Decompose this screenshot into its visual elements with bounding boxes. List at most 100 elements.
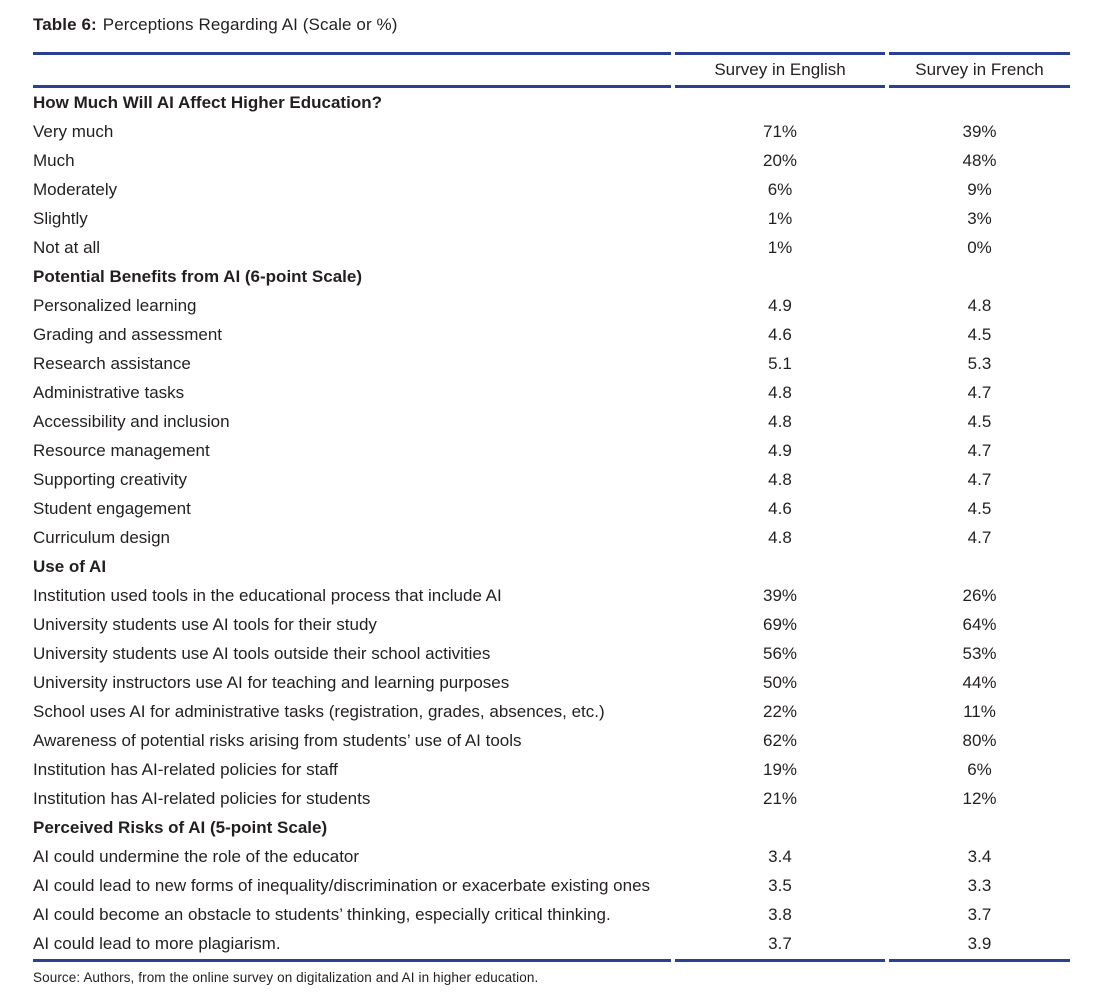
value-french: 3.4: [967, 847, 992, 866]
table-row: Awareness of potential risks arising fro…: [33, 726, 1070, 755]
value-english: 4.8: [768, 470, 792, 489]
value-english: 4.8: [768, 412, 792, 431]
table-row: Not at all 1% 0%: [33, 233, 1070, 262]
table-row: Student engagement 4.6 4.5: [33, 494, 1070, 523]
column-header-english: Survey in English: [675, 52, 885, 88]
value-english: 4.8: [768, 383, 792, 402]
value-english: 20%: [762, 151, 798, 170]
table-row: University students use AI tools for the…: [33, 610, 1070, 639]
value-english: 71%: [762, 122, 798, 141]
section-header: Use of AI: [33, 557, 107, 576]
section-header: Perceived Risks of AI (5-point Scale): [33, 818, 328, 837]
value-french: 4.8: [967, 296, 992, 315]
row-label: Not at all: [33, 238, 101, 257]
table-row: Administrative tasks 4.8 4.7: [33, 378, 1070, 407]
value-english: 1%: [767, 209, 793, 228]
section-header: Potential Benefits from AI (6-point Scal…: [33, 267, 363, 286]
row-label: AI could lead to new forms of inequality…: [33, 876, 651, 895]
value-french: 39%: [962, 122, 997, 141]
value-english: 39%: [762, 586, 798, 605]
row-label: Personalized learning: [33, 296, 197, 315]
value-french: 5.3: [967, 354, 992, 373]
value-french: 4.7: [967, 470, 992, 489]
value-french: 3.9: [889, 929, 1070, 962]
row-label: Grading and assessment: [33, 325, 222, 344]
row-label: Very much: [33, 122, 114, 141]
row-label: Accessibility and inclusion: [33, 412, 230, 431]
value-english: 56%: [762, 644, 798, 663]
value-french: 4.7: [967, 441, 992, 460]
value-french: 53%: [962, 644, 997, 663]
value-english: 4.6: [768, 499, 792, 518]
table-row: Slightly 1% 3%: [33, 204, 1070, 233]
value-french: 0%: [967, 238, 992, 257]
table-row: Research assistance 5.1 5.3: [33, 349, 1070, 378]
row-label: AI could become an obstacle to students’…: [33, 905, 611, 924]
perceptions-table: Survey in English Survey in French How M…: [29, 52, 1074, 962]
row-label: Supporting creativity: [33, 470, 188, 489]
table-row: Accessibility and inclusion 4.8 4.5: [33, 407, 1070, 436]
table-title: Table 6: Perceptions Regarding AI (Scale …: [33, 14, 1070, 36]
value-english: 21%: [762, 789, 798, 808]
value-english: 1%: [767, 238, 793, 257]
row-label: Much: [33, 151, 75, 170]
row-label: University students use AI tools for the…: [33, 615, 377, 634]
value-french: 44%: [962, 673, 997, 692]
value-french: 4.7: [967, 383, 992, 402]
value-french: 3.3: [967, 876, 992, 895]
row-label: Institution has AI-related policies for …: [33, 760, 338, 779]
table-row: Much 20% 48%: [33, 146, 1070, 175]
table-row: University instructors use AI for teachi…: [33, 668, 1070, 697]
section-header-row: Potential Benefits from AI (6-point Scal…: [33, 262, 1070, 291]
row-label: University students use AI tools outside…: [33, 644, 491, 663]
row-label: Awareness of potential risks arising fro…: [33, 731, 522, 750]
value-french: 3%: [967, 209, 992, 228]
table-row: Grading and assessment 4.6 4.5: [33, 320, 1070, 349]
row-label: Research assistance: [33, 354, 191, 373]
value-french: 4.5: [967, 499, 992, 518]
table-row: Moderately 6% 9%: [33, 175, 1070, 204]
table-row: AI could lead to new forms of inequality…: [33, 871, 1070, 900]
value-french: 4.5: [967, 412, 992, 431]
value-french: 12%: [962, 789, 997, 808]
value-french: 26%: [962, 586, 997, 605]
value-english: 69%: [762, 615, 798, 634]
header-stub-cell: [33, 52, 671, 88]
table-row: Resource management 4.9 4.7: [33, 436, 1070, 465]
table-row: AI could lead to more plagiarism. 3.7 3.9: [33, 929, 1070, 962]
column-header-french: Survey in French: [889, 52, 1070, 88]
value-french: 9%: [967, 180, 992, 199]
value-french: 3.7: [967, 905, 992, 924]
value-english: 4.8: [768, 528, 792, 547]
row-label: AI could lead to more plagiarism.: [33, 929, 671, 962]
row-label: AI could undermine the role of the educa…: [33, 847, 360, 866]
value-french: 64%: [962, 615, 997, 634]
row-label: Student engagement: [33, 499, 191, 518]
row-label: Curriculum design: [33, 528, 170, 547]
value-english: 5.1: [768, 354, 792, 373]
value-english: 62%: [762, 731, 798, 750]
table-row: School uses AI for administrative tasks …: [33, 697, 1070, 726]
value-english: 19%: [762, 760, 798, 779]
value-french: 6%: [967, 760, 992, 779]
table-row: University students use AI tools outside…: [33, 639, 1070, 668]
value-english: 3.8: [768, 905, 792, 924]
value-english: 4.9: [768, 296, 792, 315]
value-french: 11%: [963, 702, 996, 721]
row-label: School uses AI for administrative tasks …: [33, 702, 605, 721]
table-row: AI could undermine the role of the educa…: [33, 842, 1070, 871]
source-note: Source: Authors, from the online survey …: [33, 970, 539, 985]
table-row: Institution has AI-related policies for …: [33, 784, 1070, 813]
value-english: 22%: [762, 702, 798, 721]
value-english: 3.7: [675, 929, 885, 962]
section-header-row: Perceived Risks of AI (5-point Scale): [33, 813, 1070, 842]
value-english: 4.6: [768, 325, 792, 344]
section-header-row: Use of AI: [33, 552, 1070, 581]
value-french: 4.7: [967, 528, 992, 547]
row-label: University instructors use AI for teachi…: [33, 673, 510, 692]
table-row: Very much 71% 39%: [33, 117, 1070, 146]
page: Table 6: Perceptions Regarding AI (Scale …: [29, 14, 1074, 985]
table-caption: Perceptions Regarding AI (Scale or %): [102, 15, 398, 34]
table-row: Institution used tools in the educationa…: [33, 581, 1070, 610]
row-label: Institution has AI-related policies for …: [33, 789, 371, 808]
